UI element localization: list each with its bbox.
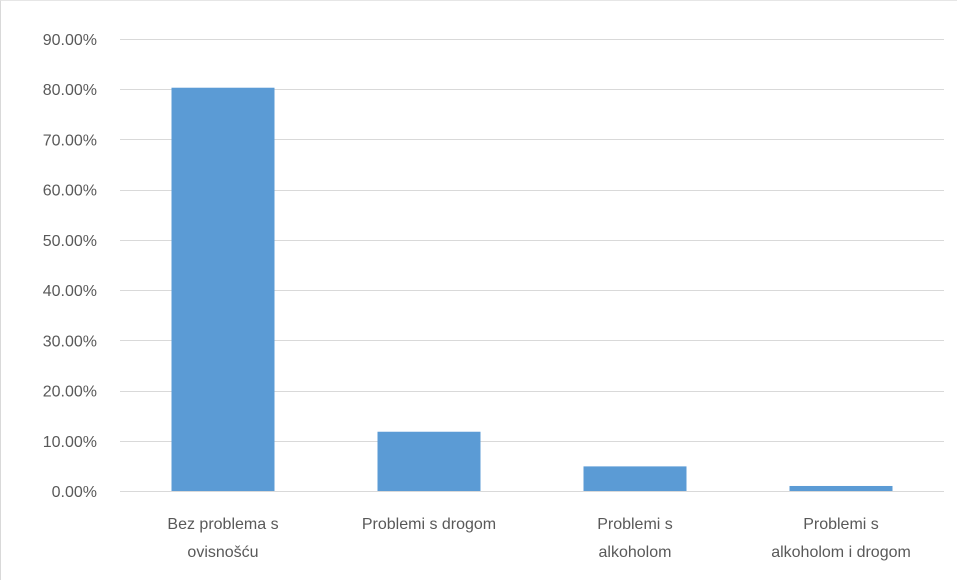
y-tick-label: 10.00% [43,434,97,451]
x-category-label: Bez problema s ovisnošću [167,516,278,561]
y-tick-label: 0.00% [52,484,97,501]
y-tick-label: 40.00% [43,283,97,300]
bar [377,431,481,491]
bar [171,87,275,492]
y-tick-label: 60.00% [43,183,97,200]
x-category-label-line: Bez problema s [167,516,278,533]
y-tick-label: 30.00% [43,333,97,350]
x-category-label-line: Problemi s [803,516,879,533]
x-category-label: Problemi s alkoholom i drogom [771,516,911,561]
y-tick-label: 90.00% [43,32,97,49]
x-category-label-line: alkoholom i drogom [771,544,911,561]
x-category-label-line: alkoholom [599,544,672,561]
x-category-label: Problemi s drogom [362,516,496,533]
x-axis-category-labels: Bez problema s ovisnošću Problemi s drogom… [167,516,910,561]
y-axis-tick-labels: 0.00% 10.00% 20.00% 30.00% 40.00% 50.00% 60.00… [43,32,97,501]
bars [171,87,893,492]
y-tick-label: 20.00% [43,384,97,401]
bar [789,485,893,491]
y-tick-label: 50.00% [43,233,97,250]
x-category-label-line: Problemi s drogom [362,516,496,533]
x-category-label: Problemi s alkoholom [597,516,673,561]
y-tick-label: 70.00% [43,132,97,149]
x-category-label-line: Problemi s [597,516,673,533]
y-tick-label: 80.00% [43,82,97,99]
bar [583,466,687,491]
x-category-label-line: ovisnošću [187,544,258,561]
